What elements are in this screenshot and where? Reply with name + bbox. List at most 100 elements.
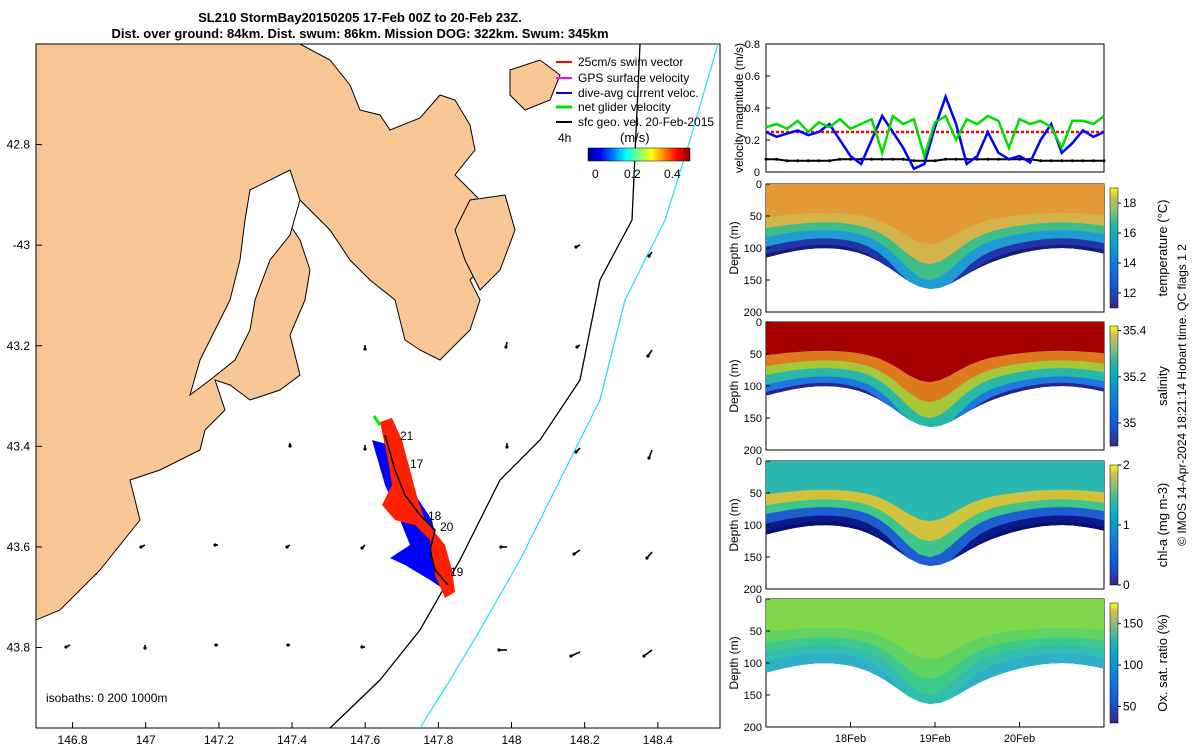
- colorbar-prefix: 4h: [558, 131, 571, 145]
- section-y-tick-label: 50: [750, 488, 762, 500]
- map-x-tick-label: 147.8: [423, 733, 453, 747]
- map-x-tick-label: 148: [501, 733, 521, 747]
- velocity-point: [796, 159, 800, 163]
- sfc-velocity-arrowhead: [574, 245, 578, 249]
- velocity-point: [775, 157, 779, 161]
- legend-dive-avg: dive-avg current veloc.: [578, 86, 699, 100]
- section-panel-oxygen: 50 100 150 Ox. sat. ratio (%) 0 50 100 150 200 De…: [727, 594, 1170, 734]
- sfc-velocity-arrowhead: [288, 444, 292, 448]
- section-y-tick-label: 100: [744, 243, 762, 255]
- section-y-tick-label: 150: [744, 413, 762, 425]
- map-y-tick-label: 43.6: [7, 540, 31, 554]
- day-label-20: 20: [440, 520, 454, 534]
- section-y-tick-label: 100: [744, 520, 762, 532]
- velocity-point: [975, 157, 979, 161]
- velocity-point: [1018, 157, 1021, 161]
- colorbar-tick-label: 50: [1123, 699, 1137, 713]
- isobath-200m: [329, 44, 641, 728]
- velocity-point: [1060, 159, 1064, 163]
- map-colorbar-tick-1: 0.2: [624, 167, 641, 181]
- sfc-velocity-arrow: [643, 649, 653, 657]
- section-ylabel: Depth (m): [727, 221, 741, 274]
- sfc-velocity-arrowhead: [504, 345, 508, 349]
- sfc-velocity-arrowhead: [214, 643, 218, 647]
- day-label-19: 19: [450, 565, 464, 579]
- sfc-velocity-arrowhead: [363, 447, 367, 451]
- sfc-velocity-arrowhead: [647, 254, 651, 258]
- land-areas: [36, 44, 561, 621]
- map-colorbar: [587, 147, 691, 162]
- tasmania-land: [36, 44, 506, 621]
- section-layer: [766, 599, 1104, 704]
- sfc-velocity-arrowhead: [360, 546, 364, 550]
- time-tick-label: 18Feb: [835, 733, 866, 745]
- map-x-tick-label: 147.4: [277, 733, 307, 747]
- sfc-velocity-arrowhead: [574, 450, 578, 454]
- sfc-velocity-arrowhead: [647, 456, 651, 460]
- colorbar-tick-label: 2: [1123, 458, 1130, 472]
- time-tick-label: 19Feb: [919, 733, 950, 745]
- colorbar-tick-label: 18: [1123, 196, 1137, 210]
- net-glider-velocity: [372, 415, 382, 426]
- section-colorbar-label: temperature (°C): [1155, 200, 1170, 297]
- sfc-velocity-arrowhead: [143, 646, 147, 650]
- legend-gps-velocity: GPS surface velocity: [578, 71, 689, 85]
- swim-vector-fill: [380, 418, 455, 598]
- section-y-tick-label: 150: [744, 275, 762, 287]
- velocity-y-tick-label: 0.2: [745, 135, 760, 147]
- velocity-point: [1091, 159, 1095, 163]
- figure-title-line2: Dist. over ground: 84km. Dist. swum: 86k…: [111, 26, 609, 41]
- map-x-tick-label: 148.2: [570, 733, 600, 747]
- velocity-series-line: [765, 93, 1105, 171]
- glider-track: [372, 415, 455, 598]
- section-ylabel: Depth (m): [727, 498, 741, 551]
- section-colorbar-label: chl-a (mg m-3): [1155, 483, 1170, 568]
- map-x-tick-label: 147: [136, 733, 156, 747]
- map-y-tick-label: 43.4: [7, 439, 31, 453]
- island-land: [509, 59, 561, 111]
- velocity-point: [1070, 159, 1074, 163]
- legend-net-glider: net glider velocity: [578, 100, 671, 114]
- section-layer: [766, 184, 1104, 289]
- colorbar-tick-label: 35.2: [1123, 370, 1147, 384]
- section-colorbar-label: salinity: [1155, 366, 1170, 406]
- velocity-point: [986, 157, 990, 161]
- section-colorbar: [1109, 464, 1119, 586]
- map-x-tick-label: 147.2: [204, 733, 234, 747]
- map-y-tick-label: 43.2: [7, 339, 31, 353]
- colorbar-tick-label: 1: [1123, 518, 1130, 532]
- sfc-velocity-arrowhead: [363, 347, 367, 351]
- velocity-point: [1039, 159, 1043, 163]
- colorbar-tick-label: 0: [1123, 578, 1130, 592]
- footer-note: © IMOS 14-Apr-2024 18:21:14 Hobart time.…: [1175, 244, 1189, 546]
- section-colorbar: [1109, 325, 1119, 447]
- bay-water: [189, 169, 301, 397]
- velocity-point: [1102, 159, 1106, 163]
- section-layer: [766, 659, 1104, 704]
- section-colorbar: [1109, 187, 1119, 309]
- map-x-tick-label: 147.6: [350, 733, 380, 747]
- section-y-tick-label: 50: [750, 626, 762, 638]
- sfc-velocity-arrowhead: [497, 648, 501, 652]
- figure-title-line1: SL210 StormBay20150205 17-Feb 00Z to 20-…: [198, 10, 522, 25]
- colorbar-tick-label: 16: [1123, 226, 1137, 240]
- velocity-point: [933, 159, 937, 163]
- colorbar-tick-label: 35: [1123, 416, 1137, 430]
- velocity-ticks: 0 0.2 0.4 0.6 0.8: [745, 39, 770, 179]
- map-colorbar-tick-2: 0.4: [664, 167, 681, 181]
- velocity-point: [849, 157, 852, 161]
- map-legend: 25cm/s swim vector GPS surface velocity …: [556, 55, 714, 181]
- peninsula-land: [454, 194, 516, 291]
- velocity-point: [912, 159, 916, 163]
- sfc-velocity-arrowhead: [64, 645, 68, 649]
- velocity-point: [996, 157, 1000, 161]
- velocity-point: [891, 157, 895, 161]
- velocity-point: [817, 159, 821, 163]
- sfc-velocity-arrowhead: [285, 545, 289, 549]
- section-y-tick-label: 150: [744, 690, 762, 702]
- section-y-tick-label: 200: [744, 722, 762, 734]
- map-panel: 146.8 147 147.2 147.4 147.6 147.8 148 148.2 148.…: [7, 43, 721, 747]
- surface-velocity-arrows: [64, 244, 653, 658]
- sfc-velocity-arrowhead: [505, 445, 509, 449]
